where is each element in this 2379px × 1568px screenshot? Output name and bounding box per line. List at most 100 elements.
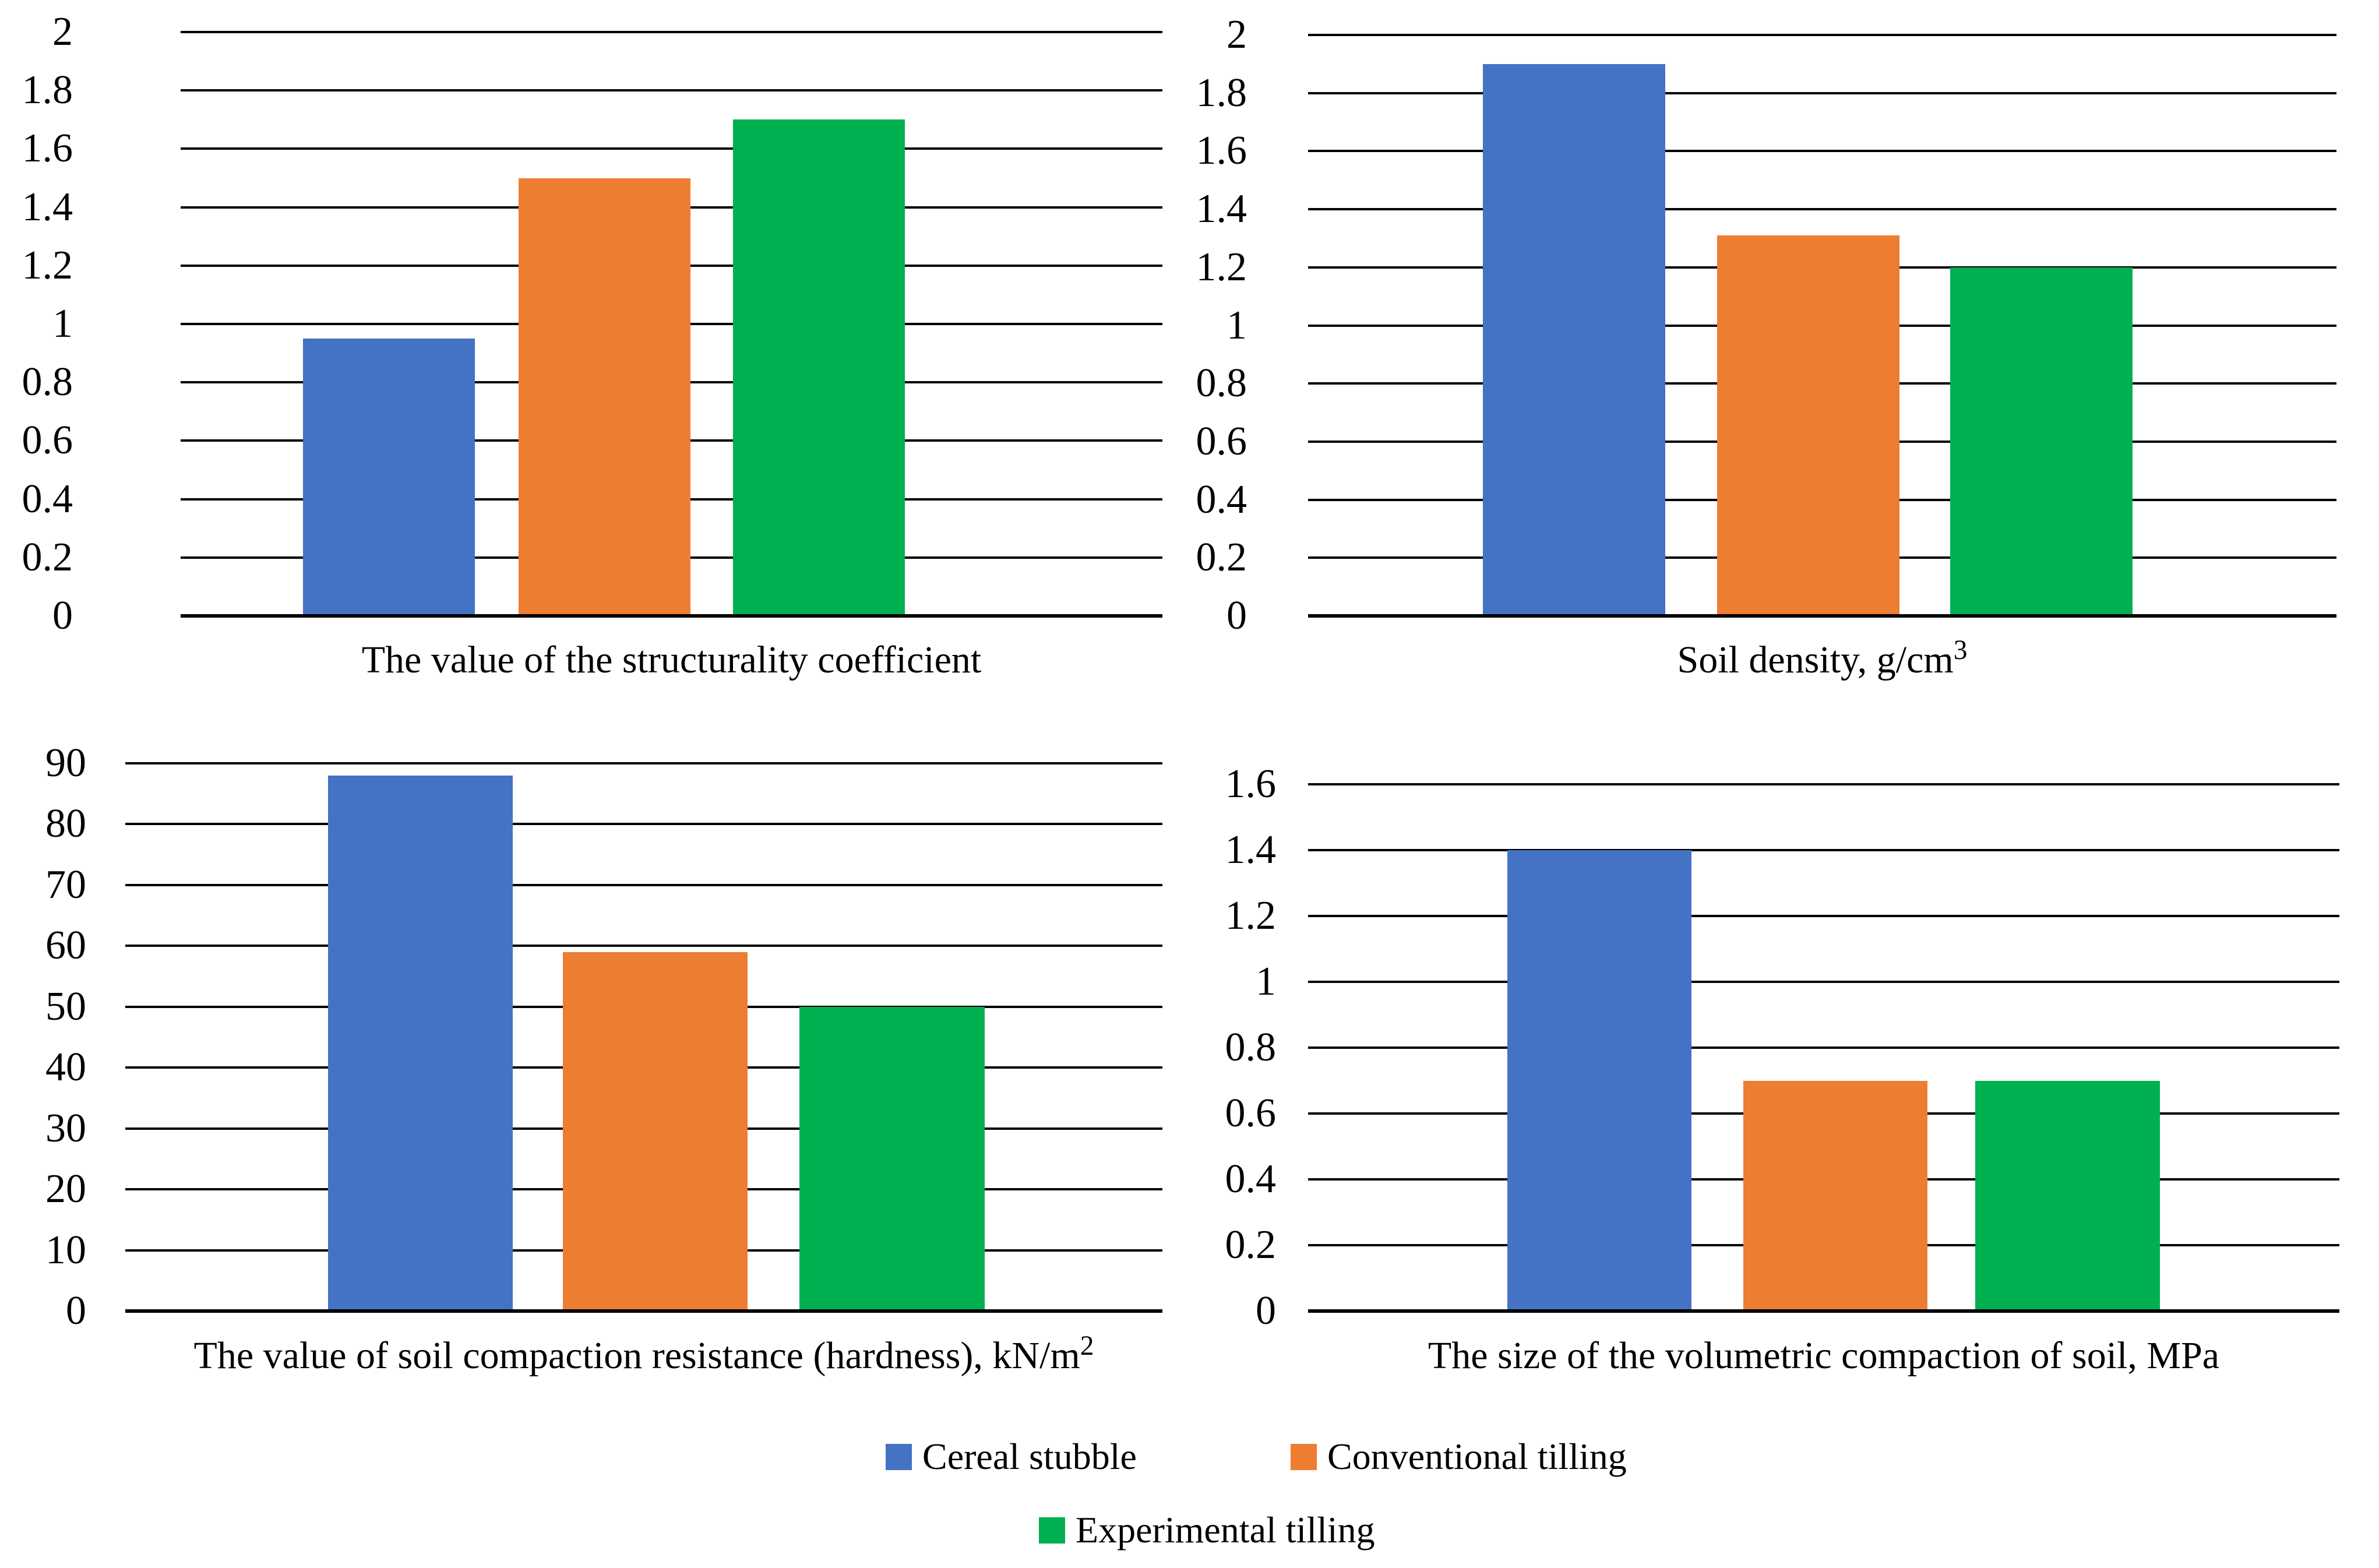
gridline xyxy=(181,556,1162,559)
y-tick-label: 0.4 xyxy=(22,477,73,522)
y-tick-label: 1.8 xyxy=(1196,71,1247,115)
y-tick-label: 60 xyxy=(45,923,86,968)
gridline xyxy=(181,31,1162,33)
y-tick-label: 0.6 xyxy=(1196,419,1247,464)
legend-item-experimental-tilling: Experimental tilling xyxy=(1039,1511,1375,1549)
x-axis-line xyxy=(1308,614,2336,618)
y-tick-label: 0 xyxy=(66,1288,86,1333)
bar-cereal-stubble xyxy=(303,339,475,614)
y-tick-label: 80 xyxy=(45,801,86,846)
y-tick-label: 0.8 xyxy=(1196,361,1247,406)
y-tick-label: 0.2 xyxy=(22,535,73,580)
y-tick-label: 1 xyxy=(1226,303,1247,348)
bar-conventional-tilling xyxy=(519,178,690,615)
y-tick-label: 2 xyxy=(52,9,73,54)
legend-item-cereal-stubble: Cereal stubble xyxy=(886,1438,1137,1475)
y-tick-label: 0.4 xyxy=(1225,1157,1277,1201)
y-tick-label: 0.8 xyxy=(22,360,73,404)
y-tick-label: 0.8 xyxy=(1225,1025,1277,1070)
chart-title-volumetric-compaction: The size of the volumetric compaction of… xyxy=(1308,1334,2339,1377)
gridline xyxy=(1308,92,2336,94)
gridline xyxy=(1308,34,2336,36)
gridline xyxy=(181,147,1162,150)
bar-cereal-stubble xyxy=(328,776,513,1309)
gridline xyxy=(125,1066,1162,1069)
gridline xyxy=(181,439,1162,442)
y-tick-label: 0.2 xyxy=(1196,535,1247,580)
gridline xyxy=(125,884,1162,886)
y-tick-label: 0.6 xyxy=(1225,1091,1277,1136)
chart-title-text: Soil density, g/cm xyxy=(1677,639,1954,681)
gridline xyxy=(1308,208,2336,210)
bar-experimental-tilling xyxy=(733,119,905,614)
y-tick-label: 1 xyxy=(52,301,73,346)
y-tick-label: 0.2 xyxy=(1225,1222,1277,1267)
y-tick-label: 90 xyxy=(45,741,86,785)
y-tick-label: 0 xyxy=(1226,593,1247,638)
legend-swatch-experimental-tilling xyxy=(1039,1517,1065,1544)
bar-cereal-stubble xyxy=(1483,64,1665,614)
legend-swatch-cereal-stubble xyxy=(886,1443,912,1470)
gridline xyxy=(1308,849,2339,851)
y-tick-label: 0.6 xyxy=(22,418,73,463)
x-axis-line-overlay xyxy=(181,614,1162,618)
gridline xyxy=(1308,783,2339,785)
gridline xyxy=(1308,981,2339,983)
gridline xyxy=(125,762,1162,764)
y-tick-label: 1.4 xyxy=(22,185,73,230)
y-tick-label: 1.2 xyxy=(1196,245,1247,290)
gridline xyxy=(181,265,1162,267)
y-tick-label: 50 xyxy=(45,984,86,1029)
bar-cereal-stubble xyxy=(1507,850,1691,1309)
y-tick-label: 0.4 xyxy=(1196,477,1247,522)
x-axis-line-overlay xyxy=(1308,1309,2339,1313)
y-tick-label: 1.2 xyxy=(1225,893,1277,938)
x-axis-line-overlay xyxy=(125,1309,1162,1313)
gridline xyxy=(1308,441,2336,443)
gridline xyxy=(181,381,1162,383)
bar-experimental-tilling xyxy=(799,1007,985,1309)
gridline xyxy=(1308,1112,2339,1115)
gridline xyxy=(1308,556,2336,559)
legend-label-cereal-stubble: Cereal stubble xyxy=(922,1436,1137,1477)
chart-title-superscript: 2 xyxy=(1080,1331,1094,1361)
gridline xyxy=(181,89,1162,91)
y-tick-label: 30 xyxy=(45,1106,86,1151)
chart-title-text: The value of soil compaction resistance … xyxy=(193,1334,1080,1377)
x-axis-line-overlay xyxy=(1308,614,2336,618)
y-tick-label: 2 xyxy=(1226,12,1247,57)
chart-title-structurality: The value of the structurality coefficie… xyxy=(181,639,1162,682)
gridline xyxy=(125,1006,1162,1008)
y-tick-label: 40 xyxy=(45,1045,86,1090)
chart-title-text: The value of the structurality coefficie… xyxy=(361,639,982,681)
gridline xyxy=(125,945,1162,947)
y-tick-label: 1 xyxy=(1256,959,1276,1004)
y-tick-label: 1.4 xyxy=(1196,186,1247,231)
gridline xyxy=(181,498,1162,501)
gridline xyxy=(1308,325,2336,327)
bar-conventional-tilling xyxy=(1717,235,1899,614)
legend-label-conventional-tilling: Conventional tilling xyxy=(1327,1436,1627,1477)
y-tick-label: 1.6 xyxy=(1196,128,1247,173)
x-axis-line xyxy=(125,1309,1162,1313)
chart-title-compaction-resistance: The value of soil compaction resistance … xyxy=(125,1331,1162,1377)
y-tick-label: 1.4 xyxy=(1225,827,1277,872)
gridline xyxy=(1308,266,2336,269)
chart-title-soil-density: Soil density, g/cm3 xyxy=(1308,636,2336,682)
gridline xyxy=(181,206,1162,209)
x-axis-line xyxy=(1308,1309,2339,1313)
gridline xyxy=(125,1249,1162,1252)
chart-title-text: The size of the volumetric compaction of… xyxy=(1428,1334,2220,1377)
gridline xyxy=(1308,499,2336,501)
bar-conventional-tilling xyxy=(563,952,748,1309)
bar-conventional-tilling xyxy=(1743,1081,1927,1310)
x-axis-line xyxy=(181,614,1162,618)
gridline xyxy=(1308,382,2336,385)
bar-experimental-tilling xyxy=(1950,267,2133,614)
gridline xyxy=(181,323,1162,325)
legend-label-experimental-tilling: Experimental tilling xyxy=(1076,1509,1375,1551)
